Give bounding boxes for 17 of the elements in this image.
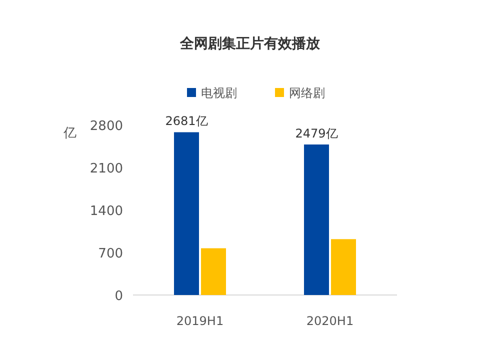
data-label: 2681亿 (165, 114, 208, 128)
x-tick-label: 2020H1 (306, 314, 354, 328)
y-tick-label: 0 (114, 289, 123, 304)
legend-label: 网络剧 (289, 86, 325, 100)
chart-title: 全网剧集正片有效播放 (179, 36, 321, 52)
data-label: 2479亿 (295, 126, 338, 140)
y-tick-label: 1400 (90, 204, 123, 219)
y-tick-label: 700 (98, 246, 123, 262)
bar (331, 239, 356, 295)
bar (174, 132, 199, 295)
y-tick-label: 2100 (90, 162, 123, 176)
y-tick-label: 2800 (90, 119, 123, 134)
x-tick-label: 2019H1 (176, 314, 224, 328)
bar (201, 248, 226, 295)
y-axis-title: 亿 (62, 126, 76, 141)
bar (304, 144, 329, 295)
legend-label: 电视剧 (201, 86, 237, 100)
